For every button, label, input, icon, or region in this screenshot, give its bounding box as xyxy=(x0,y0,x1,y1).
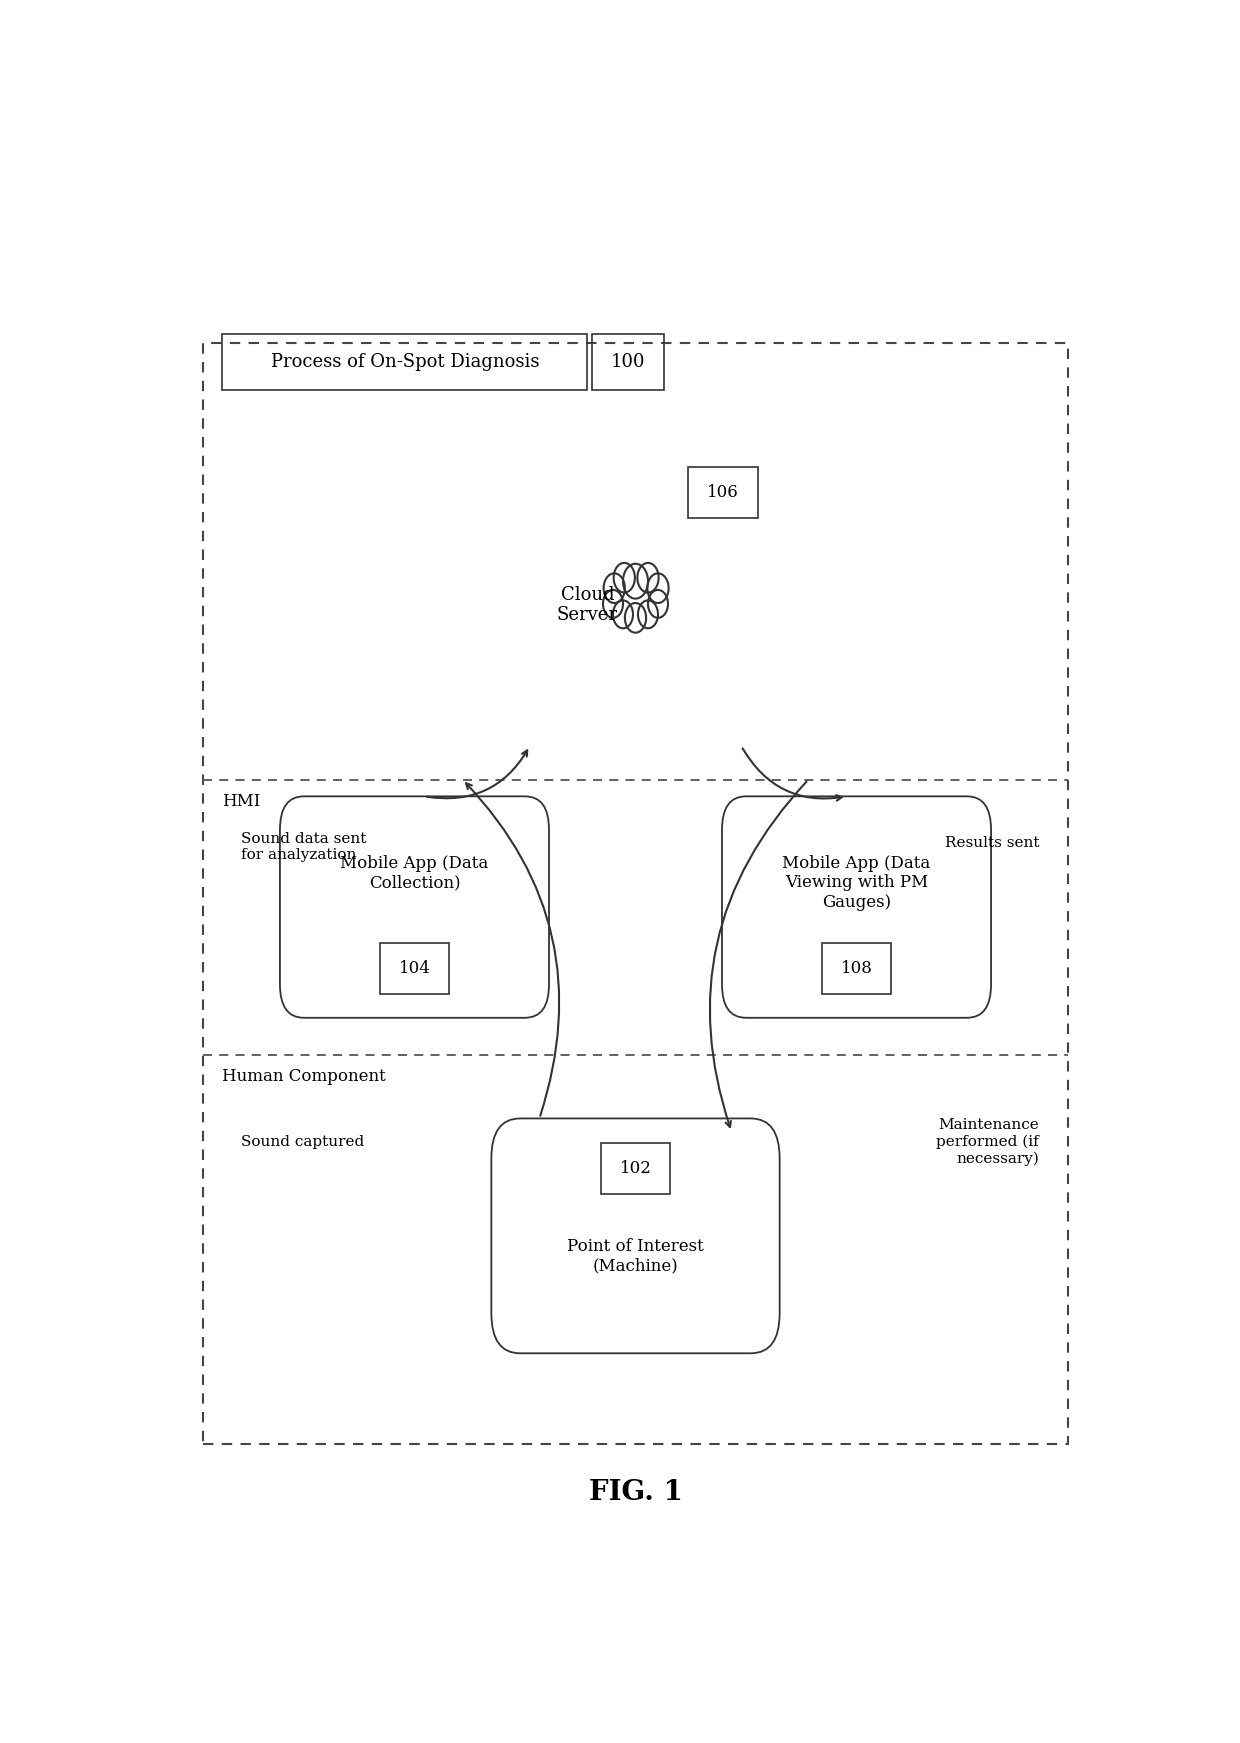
Circle shape xyxy=(625,603,646,633)
Circle shape xyxy=(604,573,625,603)
Circle shape xyxy=(614,563,635,593)
Text: Sound data sent
for analyzation: Sound data sent for analyzation xyxy=(242,831,367,861)
Bar xyxy=(822,943,892,994)
Text: 108: 108 xyxy=(841,960,873,976)
Text: Sound captured: Sound captured xyxy=(242,1135,365,1149)
Text: 104: 104 xyxy=(398,960,430,976)
Text: FIG. 1: FIG. 1 xyxy=(589,1478,682,1506)
Circle shape xyxy=(639,600,658,627)
Text: 100: 100 xyxy=(611,354,646,371)
Text: Mobile App (Data
Viewing with PM
Gauges): Mobile App (Data Viewing with PM Gauges) xyxy=(782,854,931,912)
Text: 102: 102 xyxy=(620,1159,651,1177)
Circle shape xyxy=(613,600,632,627)
Text: HMI: HMI xyxy=(222,793,260,810)
Text: Point of Interest
(Machine): Point of Interest (Machine) xyxy=(567,1238,704,1274)
Text: Process of On-Spot Diagnosis: Process of On-Spot Diagnosis xyxy=(270,354,539,371)
Text: Maintenance
performed (if
necessary): Maintenance performed (if necessary) xyxy=(936,1119,1039,1166)
Circle shape xyxy=(637,563,658,593)
Text: Human Component: Human Component xyxy=(222,1068,386,1086)
Circle shape xyxy=(622,563,649,598)
Text: Results sent: Results sent xyxy=(945,835,1039,849)
Bar xyxy=(688,467,758,518)
Text: 106: 106 xyxy=(707,485,739,500)
Bar xyxy=(379,943,449,994)
Bar xyxy=(222,335,588,390)
Text: Cloud
Server: Cloud Server xyxy=(557,586,618,624)
Bar xyxy=(203,343,1068,1443)
Circle shape xyxy=(603,589,622,617)
Circle shape xyxy=(649,589,668,617)
Bar xyxy=(593,335,665,390)
Circle shape xyxy=(647,573,668,603)
Text: Mobile App (Data
Collection): Mobile App (Data Collection) xyxy=(340,856,489,892)
Bar xyxy=(601,1143,670,1194)
